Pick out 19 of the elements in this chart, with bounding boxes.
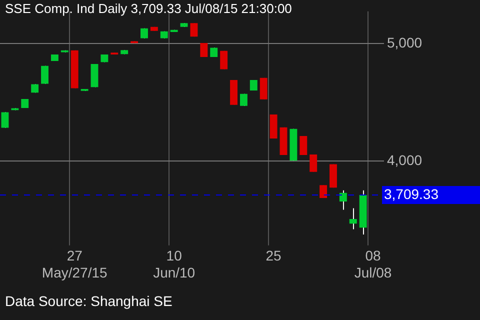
- candlestick: [90, 64, 98, 88]
- y-tick-label: 4,000: [387, 152, 422, 168]
- candlestick: [320, 184, 328, 199]
- y-tick-label: 5,000: [387, 34, 422, 51]
- source-note: Data Source: Shanghai SE: [5, 293, 172, 309]
- candlestick: [190, 22, 198, 38]
- candlestick: [260, 77, 268, 100]
- chart-title: SSE Comp. Ind Daily 3,709.33 Jul/08/15 21:30:00: [5, 1, 292, 16]
- candlestick: [200, 43, 208, 57]
- candlestick: [349, 208, 357, 230]
- x-tick-label: 08 Jul/08: [354, 248, 392, 280]
- ref-line-label: 3,709.33: [384, 186, 439, 202]
- x-tick-label: 10 Jun/10: [153, 248, 196, 280]
- candlestick: [310, 154, 318, 172]
- x-tick-label: 25: [266, 248, 282, 264]
- candlestick: [220, 50, 228, 70]
- candlestick: [339, 190, 347, 210]
- candlestick: [210, 47, 218, 58]
- x-tick-label: 27 May/27/15: [42, 248, 108, 280]
